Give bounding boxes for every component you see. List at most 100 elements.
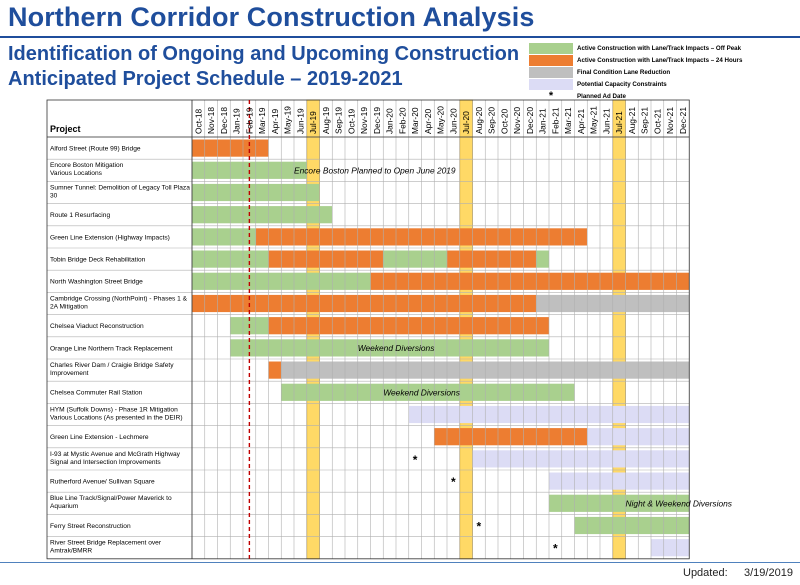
table-frame bbox=[46, 99, 690, 560]
month-tick-label: Dec-18 bbox=[219, 107, 229, 134]
month-tick-label: Sep-21 bbox=[640, 107, 650, 134]
schedule-bar bbox=[230, 339, 549, 357]
project-name: River Street Bridge Replacement over Amtr… bbox=[50, 540, 162, 555]
month-tick-label: Sep-20 bbox=[487, 107, 497, 134]
project-name: Chelsea Commuter Rail Station bbox=[50, 390, 143, 397]
planned-ad-date-star-icon: * bbox=[477, 520, 482, 534]
updated-date: 3/19/2019 bbox=[744, 567, 793, 579]
legend-swatch bbox=[529, 66, 573, 78]
project-name: I-93 at Mystic Avenue and McGrath Highwa… bbox=[50, 451, 181, 466]
legend-swatch bbox=[529, 54, 573, 66]
schedule-bar bbox=[536, 250, 549, 268]
schedule-bar bbox=[549, 472, 690, 490]
project-name: Route 1 Resurfacing bbox=[50, 212, 110, 219]
project-name: Sumner Tunnel: Demolition of Legacy Toll… bbox=[50, 184, 190, 199]
project-name: Green Line Extension (Highway Impacts) bbox=[50, 234, 170, 241]
month-tick-label: Aug-19 bbox=[321, 107, 331, 134]
legend-label: Active Construction with Lane/Track Impa… bbox=[577, 56, 743, 64]
month-tick-label: Jun-19 bbox=[295, 108, 305, 134]
month-tick-label: Jan-20 bbox=[385, 108, 395, 134]
schedule-bar bbox=[383, 250, 447, 268]
project-name: Rutherford Avenue/ Sullivan Square bbox=[50, 479, 155, 486]
planned-ad-date-star-icon: * bbox=[553, 542, 558, 556]
month-tick-label: Sep-19 bbox=[334, 107, 344, 134]
month-tick-label: Aug-20 bbox=[474, 107, 484, 134]
project-name: Ferry Street Reconstruction bbox=[50, 523, 131, 530]
month-tick-label: Dec-19 bbox=[372, 107, 382, 134]
month-tick-label: Nov-20 bbox=[512, 107, 522, 134]
project-name: Charles River Dam / Craigie Bridge Safet… bbox=[50, 362, 174, 377]
month-tick-label: Feb-19 bbox=[244, 107, 254, 134]
planned-ad-date-star-icon: * bbox=[451, 475, 456, 489]
page-subtitle: Identification of Ongoing and Upcoming C… bbox=[8, 42, 519, 92]
subtitle-line-1: Identification of Ongoing and Upcoming C… bbox=[8, 43, 520, 65]
schedule-bar bbox=[651, 539, 690, 557]
legend-label: Planned Ad Date bbox=[577, 92, 626, 100]
schedule-bar bbox=[370, 272, 690, 290]
project-name: Orange Line Northern Track Replacement bbox=[50, 345, 173, 352]
chart-legend: Active Construction with Lane/Track Impa… bbox=[529, 42, 742, 102]
schedule-bar bbox=[268, 250, 384, 268]
month-tick-label: Apr-19 bbox=[270, 109, 280, 134]
updated-label: Updated: bbox=[683, 567, 728, 579]
month-tick-label: Oct-20 bbox=[499, 109, 509, 134]
month-tick-label: Jan-21 bbox=[538, 108, 548, 134]
schedule-bar bbox=[549, 494, 690, 512]
schedule-bar bbox=[281, 383, 575, 401]
legend-label: Potential Capacity Constraints bbox=[577, 80, 667, 88]
legend-item: Active Construction with Lane/Track Impa… bbox=[529, 42, 741, 54]
month-tick-label: Apr-20 bbox=[423, 109, 433, 134]
schedule-bar bbox=[472, 450, 690, 468]
subtitle-line-2: Anticipated Project Schedule – 2019-2021 bbox=[8, 68, 403, 90]
project-name: North Washington Street Bridge bbox=[50, 279, 143, 286]
schedule-bar bbox=[192, 294, 537, 313]
project-name: Cambridge Crossing (NorthPoint) - Phases… bbox=[50, 295, 188, 310]
month-tick-label: Jul-21 bbox=[614, 111, 624, 134]
project-name: Chelsea Viaduct Reconstruction bbox=[50, 323, 144, 330]
month-tick-label: May-19 bbox=[283, 106, 293, 134]
month-tick-label: Jul-19 bbox=[308, 111, 318, 134]
legend-item: * Planned Ad Date bbox=[529, 90, 691, 102]
legend-label: Final Condition Lane Reduction bbox=[577, 68, 671, 76]
month-tick-label: Jul-20 bbox=[461, 111, 471, 134]
project-name: Encore Boston Mitigation Various Location… bbox=[50, 162, 124, 177]
legend-label: Active Construction with Lane/Track Impa… bbox=[577, 44, 742, 52]
project-column-header: Project bbox=[50, 124, 81, 134]
star-icon: * bbox=[548, 89, 554, 102]
month-tick-label: Nov-19 bbox=[359, 107, 369, 134]
schedule-bar bbox=[192, 206, 333, 224]
legend-item: Potential Capacity Constraints bbox=[529, 78, 691, 90]
month-tick-label: Feb-21 bbox=[550, 107, 560, 134]
footer-divider bbox=[0, 562, 800, 563]
schedule-bar bbox=[268, 361, 282, 379]
month-tick-label: Nov-18 bbox=[206, 107, 216, 134]
highlight-month-column bbox=[612, 99, 626, 560]
legend-item: Active Construction with Lane/Track Impa… bbox=[529, 54, 742, 66]
month-tick-label: Dec-21 bbox=[678, 107, 688, 134]
month-tick-label: Oct-21 bbox=[652, 109, 662, 134]
month-tick-label: Nov-21 bbox=[665, 107, 675, 134]
legend-swatch bbox=[529, 42, 573, 54]
month-tick-label: Apr-21 bbox=[576, 109, 586, 134]
schedule-bar bbox=[192, 228, 256, 246]
month-tick-label: Oct-19 bbox=[346, 109, 356, 134]
gantt-chart: Oct-18 Nov-18 Dec-18 Jan-19 Feb-19 Mar-19 Apr-… bbox=[46, 99, 733, 560]
month-tick-label: Mar-20 bbox=[410, 107, 420, 134]
project-name: Blue Line Track/Signal/Power Maverick to… bbox=[50, 495, 172, 510]
project-name: Tobin Bridge Deck Rehabilitation bbox=[50, 257, 146, 264]
month-tick-label: Aug-21 bbox=[627, 107, 637, 134]
bar-annotation: Night & Weekend Diversions bbox=[626, 498, 733, 508]
bar-annotation: Encore Boston Planned to Open June 2019 bbox=[294, 165, 456, 175]
project-name: Alford Street (Route 99) Bridge bbox=[50, 146, 141, 153]
planned-ad-date-star-icon: * bbox=[413, 453, 418, 467]
legend-item: Final Condition Lane Reduction bbox=[529, 66, 691, 78]
month-tick-label: May-21 bbox=[589, 106, 599, 134]
month-tick-label: Mar-19 bbox=[257, 107, 267, 134]
month-tick-label: Jun-20 bbox=[448, 108, 458, 134]
bar-annotation: Weekend Diversions bbox=[383, 387, 460, 397]
month-tick-label: Feb-20 bbox=[397, 107, 407, 134]
page-title: Northern Corridor Construction Analysis bbox=[8, 2, 535, 32]
month-tick-label: May-20 bbox=[436, 106, 446, 134]
schedule-bar bbox=[447, 250, 537, 268]
project-name: HYM (Suffolk Downs) - Phase 1R Mitigatio… bbox=[50, 406, 183, 421]
